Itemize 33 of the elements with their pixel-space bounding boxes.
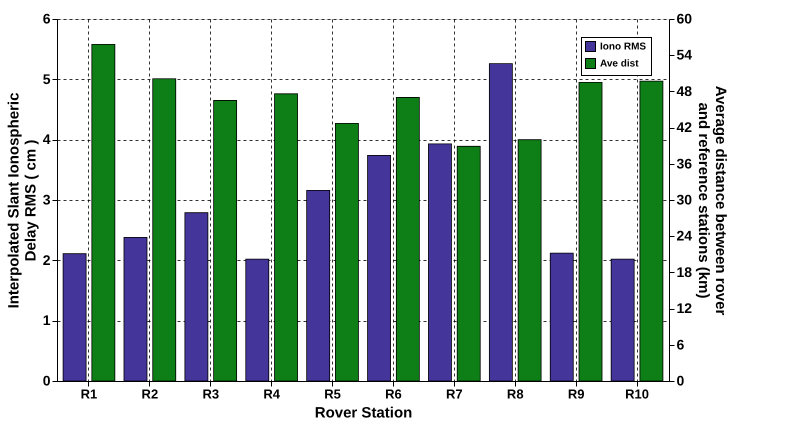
- y2-tick-label: 36: [676, 155, 692, 172]
- x-tick-label: R6: [385, 386, 402, 402]
- y-tick-label: 1: [42, 312, 51, 328]
- y2-tick-label: 42: [676, 119, 692, 136]
- y2-tick-label: 60: [676, 10, 692, 26]
- y2-tick-label: 6: [676, 336, 684, 352]
- y2-tick-label: 18: [676, 264, 692, 280]
- x-tick-label: R1: [80, 386, 98, 402]
- x-tick-label: R10: [625, 386, 649, 402]
- y-tick-label: 3: [42, 192, 51, 208]
- x-tick-label: R3: [202, 386, 220, 402]
- y-axis-title: Interpolated Slant Ionospheric Delay RMS ( cm ): [6, 92, 40, 308]
- y2-axis-title: Average distance between rover and reference stations (km): [695, 86, 730, 316]
- x-tick-label: R7: [446, 386, 463, 402]
- y-tick-label: 2: [42, 252, 51, 268]
- x-tick-label: R2: [142, 386, 158, 402]
- y2-tick-label: 48: [676, 82, 692, 99]
- legend-label: Iono RMS: [600, 42, 646, 52]
- x-tick-label: R9: [568, 386, 584, 402]
- y2-tick-label: 24: [676, 228, 692, 244]
- y-tick-label: 0: [42, 372, 51, 388]
- y-tick-label: 5: [42, 70, 51, 87]
- x-tick-label: R5: [324, 386, 341, 402]
- y2-tick-label: 30: [676, 192, 692, 208]
- y-tick-label: 6: [42, 10, 51, 26]
- x-tick-label: R8: [506, 386, 524, 402]
- x-axis-title: Rover Station: [314, 404, 412, 422]
- y-tick-label: 4: [42, 131, 51, 148]
- y2-tick-label: 12: [676, 300, 692, 316]
- y2-tick-label: 0: [676, 372, 684, 388]
- legend-label: Ave dist: [600, 58, 640, 70]
- y2-tick-label: 54: [676, 46, 692, 63]
- x-tick-label: R4: [263, 386, 281, 402]
